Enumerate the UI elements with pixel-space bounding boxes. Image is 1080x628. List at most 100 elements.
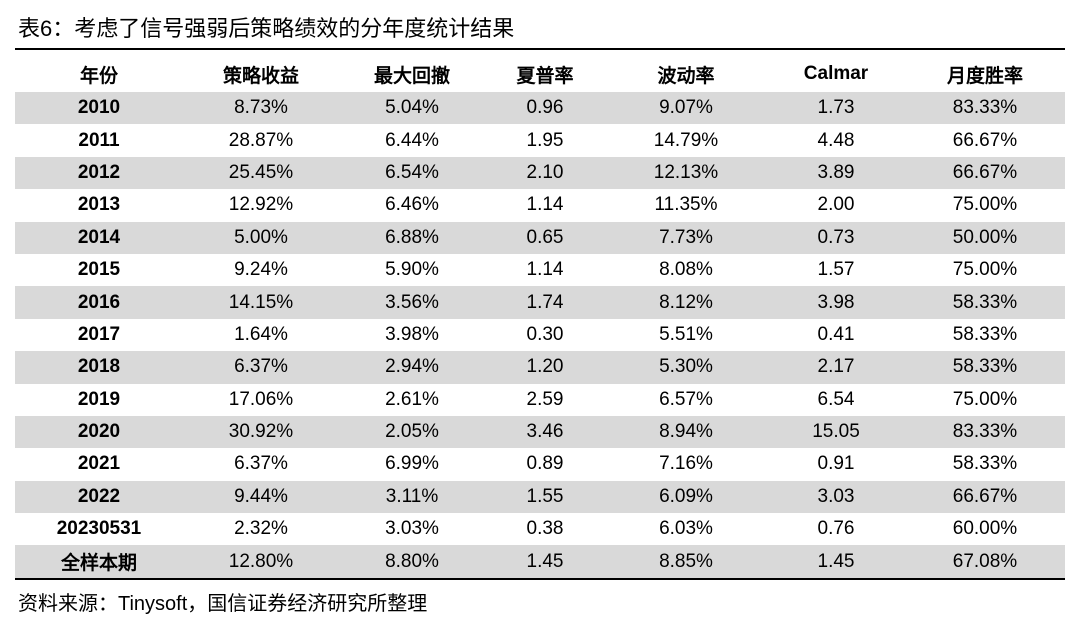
performance-table: 年份 策略收益 最大回撤 夏普率 波动率 Calmar 月度胜率 2010 8.73% 5.04… <box>15 56 1065 578</box>
table-cell: 1.57 <box>817 259 855 281</box>
table-row: 2014 5.00% 6.88% 0.65 7.73% 0.73 50.00% <box>15 221 1065 254</box>
row-year-cell: 2020 <box>15 415 183 449</box>
table-row: 2021 6.37% 6.99% 0.89 7.16% 0.91 58.33% <box>15 448 1065 480</box>
row-year-cell: 2021 <box>77 453 121 475</box>
table-cell: 25.45% <box>183 156 339 190</box>
table-cell: 3.98% <box>385 323 439 345</box>
table-row: 2018 6.37% 2.94% 1.20 5.30% 2.17 58.33% <box>15 351 1065 384</box>
table-cell: 9.07% <box>605 92 767 125</box>
row-year-cell: 2014 <box>15 221 183 254</box>
table-cell: 9.44% <box>183 480 339 514</box>
table-cell: 75.00% <box>952 194 1018 216</box>
table-cell: 2.00 <box>817 194 855 216</box>
row-year-cell: 2016 <box>15 286 183 319</box>
column-header-monthly-win-rate: 月度胜率 <box>946 65 1023 87</box>
column-header-calmar: Calmar <box>803 63 869 84</box>
table-cell: 2.10 <box>485 156 605 190</box>
table-cell: 6.37% <box>183 351 339 384</box>
table-cell: 1.14 <box>526 259 564 281</box>
column-header-max-drawdown: 最大回撤 <box>373 65 450 87</box>
table-cell: 5.00% <box>183 221 339 254</box>
table-cell: 1.45 <box>767 545 905 578</box>
table-cell: 6.88% <box>339 221 485 254</box>
table-row: 2022 9.44% 3.11% 1.55 6.09% 3.03 66.67% <box>15 480 1065 514</box>
table-cell: 66.67% <box>905 156 1065 190</box>
table-cell: 2.17 <box>767 351 905 384</box>
table-cell: 3.11% <box>339 480 485 514</box>
table-cell: 28.87% <box>228 129 294 151</box>
table-cell: 60.00% <box>952 518 1018 540</box>
table-row: 2010 8.73% 5.04% 0.96 9.07% 1.73 83.33% <box>15 92 1065 125</box>
row-year-cell: 2012 <box>15 156 183 190</box>
table-row: 2020 30.92% 2.05% 3.46 8.94% 15.05 83.33% <box>15 415 1065 449</box>
table-cell: 12.13% <box>605 156 767 190</box>
table-cell: 83.33% <box>905 92 1065 125</box>
table-cell: 9.24% <box>234 259 288 281</box>
table-cell: 2.32% <box>234 518 288 540</box>
table-title: 表6：考虑了信号强弱后策略绩效的分年度统计结果 <box>18 16 515 41</box>
table-cell: 2.94% <box>339 351 485 384</box>
table-cell: 75.00% <box>952 388 1018 410</box>
table-cell: 8.12% <box>605 286 767 319</box>
table-cell: 0.76 <box>817 518 855 540</box>
row-year-cell: 2019 <box>77 388 121 410</box>
table-cell: 0.30 <box>526 323 564 345</box>
table-cell: 1.20 <box>485 351 605 384</box>
table-cell: 1.45 <box>485 545 605 578</box>
table-cell: 8.73% <box>183 92 339 125</box>
table-cell: 8.94% <box>605 415 767 449</box>
table-cell: 4.48 <box>817 129 855 151</box>
table-cell: 2.59 <box>526 388 564 410</box>
column-header-year: 年份 <box>79 65 118 87</box>
table-cell: 50.00% <box>905 221 1065 254</box>
table-cell: 12.92% <box>228 194 294 216</box>
table-cell: 58.33% <box>905 286 1065 319</box>
table-cell: 7.73% <box>605 221 767 254</box>
table-row: 2013 12.92% 6.46% 1.14 11.35% 2.00 75.00% <box>15 189 1065 221</box>
table-cell: 2.61% <box>385 388 439 410</box>
table-row: 2012 25.45% 6.54% 2.10 12.13% 3.89 66.67% <box>15 156 1065 190</box>
table-cell: 1.95 <box>526 129 564 151</box>
table-cell: 66.67% <box>952 129 1018 151</box>
table-cell: 6.37% <box>234 453 288 475</box>
row-year-cell: 2011 <box>78 129 120 151</box>
table-cell: 15.05 <box>767 415 905 449</box>
column-header-strategy-return: 策略收益 <box>222 65 299 87</box>
table-cell: 3.98 <box>767 286 905 319</box>
table-cell: 58.33% <box>952 453 1018 475</box>
table-cell: 67.08% <box>905 545 1065 578</box>
table-cell: 5.30% <box>605 351 767 384</box>
table-cell: 3.03% <box>385 518 439 540</box>
table-cell: 6.54% <box>339 156 485 190</box>
table-cell: 0.65 <box>485 221 605 254</box>
table-cell: 6.54 <box>817 388 855 410</box>
table-row: 2011 28.87% 6.44% 1.95 14.79% 4.48 66.67% <box>15 124 1065 156</box>
table-cell: 6.46% <box>385 194 439 216</box>
table-cell: 0.73 <box>767 221 905 254</box>
table-cell: 5.51% <box>659 323 713 345</box>
table-cell: 3.89 <box>767 156 905 190</box>
table-cell: 6.99% <box>385 453 439 475</box>
table-cell: 0.91 <box>817 453 855 475</box>
table-cell: 1.14 <box>526 194 564 216</box>
row-year-cell: 全样本期 <box>15 545 183 578</box>
table-bottom-rule <box>15 578 1065 580</box>
table-cell: 1.74 <box>485 286 605 319</box>
table-cell: 11.35% <box>654 194 718 216</box>
table-cell: 8.80% <box>339 545 485 578</box>
column-header-volatility: 波动率 <box>657 65 715 87</box>
table-cell: 8.08% <box>659 259 713 281</box>
table-cell: 0.38 <box>526 518 564 540</box>
table-cell: 1.55 <box>485 480 605 514</box>
table-cell: 3.03 <box>767 480 905 514</box>
table-cell: 0.89 <box>526 453 564 475</box>
row-year-cell: 20230531 <box>56 518 142 540</box>
table-header-row: 年份 策略收益 最大回撤 夏普率 波动率 Calmar 月度胜率 <box>15 56 1065 92</box>
table-cell: 58.33% <box>905 351 1065 384</box>
table-cell: 14.79% <box>653 129 719 151</box>
table-cell: 75.00% <box>952 259 1018 281</box>
table-cell: 6.57% <box>659 388 713 410</box>
table-cell: 12.80% <box>183 545 339 578</box>
table-cell: 58.33% <box>952 323 1018 345</box>
table-row: 2017 1.64% 3.98% 0.30 5.51% 0.41 58.33% <box>15 319 1065 351</box>
